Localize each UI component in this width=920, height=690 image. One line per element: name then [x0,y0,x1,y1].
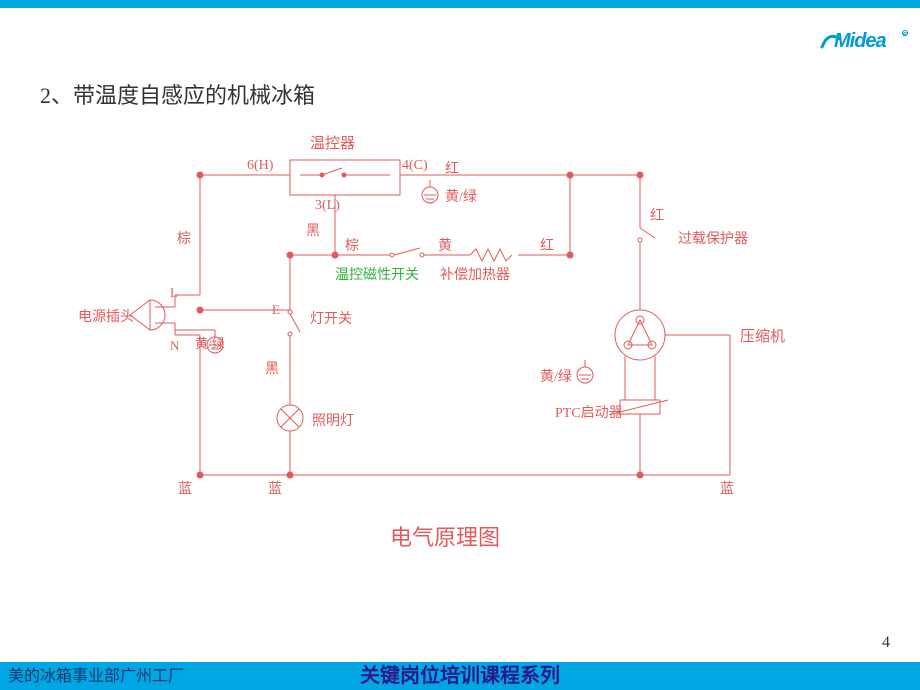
lbl-brown2: 棕 [345,235,359,255]
lbl-red2: 红 [540,235,554,255]
lbl-pin4: 4(C) [402,158,428,174]
lbl-light-switch: 灯开关 [310,308,352,328]
page-number: 4 [882,634,890,652]
lbl-blue2: 蓝 [268,478,282,498]
lbl-black1: 黑 [306,220,320,240]
lbl-heater: 补偿加热器 [440,264,510,284]
lbl-magnetic: 温控磁性开关 [335,264,419,284]
footer-center: 关键岗位培训课程系列 [360,659,560,688]
lbl-blue3: 蓝 [720,478,734,498]
lbl-yg3: 黄/绿 [540,366,572,386]
lbl-yellow: 黄 [438,235,452,255]
footer-center-text: 关键岗位培训课程系列 [360,665,560,687]
footer-left: 美的冰箱事业部广州工厂 [8,662,184,686]
topbar [0,0,920,8]
lbl-compressor: 压缩机 [740,325,785,346]
lbl-L: L [170,285,178,301]
lbl-N: N [170,338,179,354]
lbl-plug: 电源插头 [78,306,134,326]
brand-logo: Midea R [820,25,910,60]
electrical-diagram: 温控器 6(H) 4(C) 3(L) 红 黄/绿 红 过载保护器 棕 黑 棕 黄… [0,120,920,580]
lbl-yg2: 黄/绿 [195,333,225,352]
svg-text:Midea: Midea [834,30,887,52]
footer-left-text: 美的冰箱事业部广州工厂 [8,668,184,685]
lbl-lamp: 照明灯 [312,410,354,430]
lbl-ptc: PTC启动器 [555,402,623,422]
lbl-pin3: 3(L) [315,198,340,214]
lbl-red1: 红 [445,158,459,178]
lbl-E: E [272,302,280,318]
lbl-thermostat: 温控器 [310,132,355,153]
lbl-overload: 过载保护器 [678,228,748,248]
lbl-black2: 黑 [265,358,279,378]
lbl-blue1: 蓝 [178,478,192,498]
title-text: 2、带温度自感应的机械冰箱 [40,83,315,108]
lbl-pin6: 6(H) [247,158,273,174]
lbl-brown1: 棕 [177,228,191,248]
lbl-yg1: 黄/绿 [445,186,477,206]
page-number-text: 4 [882,634,890,651]
lbl-red3: 红 [650,205,664,225]
page-title: 2、带温度自感应的机械冰箱 [40,78,315,110]
diagram-caption: 电气原理图 [390,520,500,552]
